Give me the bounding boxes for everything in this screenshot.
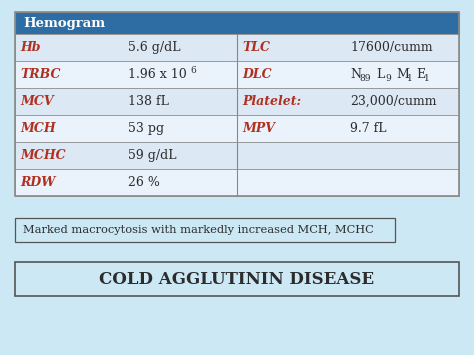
Text: TLC: TLC xyxy=(242,41,270,54)
Text: 89: 89 xyxy=(359,74,371,83)
Text: 53 pg: 53 pg xyxy=(128,122,164,135)
Bar xyxy=(15,12,459,34)
Text: 9.7 fL: 9.7 fL xyxy=(350,122,386,135)
Bar xyxy=(15,34,459,61)
Text: COLD AGGLUTININ DISEASE: COLD AGGLUTININ DISEASE xyxy=(100,271,374,288)
Text: Hemogram: Hemogram xyxy=(23,16,105,29)
Text: 26 %: 26 % xyxy=(128,176,160,189)
Text: 59 g/dL: 59 g/dL xyxy=(128,149,176,162)
Text: N: N xyxy=(350,68,361,81)
Text: 23,000/cumm: 23,000/cumm xyxy=(350,95,437,108)
Text: 1: 1 xyxy=(407,74,413,83)
Text: 6: 6 xyxy=(190,66,196,75)
Text: MCHC: MCHC xyxy=(20,149,65,162)
Bar xyxy=(15,169,459,196)
Text: 17600/cumm: 17600/cumm xyxy=(350,41,433,54)
Bar xyxy=(15,12,459,196)
Bar xyxy=(15,61,459,88)
Bar xyxy=(15,218,395,242)
Text: Marked macrocytosis with markedly increased MCH, MCHC: Marked macrocytosis with markedly increa… xyxy=(23,225,374,235)
Text: E: E xyxy=(413,68,426,81)
Text: 1.96 x 10: 1.96 x 10 xyxy=(128,68,187,81)
Text: DLC: DLC xyxy=(242,68,272,81)
Text: MPV: MPV xyxy=(242,122,275,135)
Bar xyxy=(15,142,459,169)
Bar xyxy=(15,88,459,115)
Bar xyxy=(15,262,459,296)
Text: L: L xyxy=(373,68,385,81)
Text: TRBC: TRBC xyxy=(20,68,61,81)
Text: 9: 9 xyxy=(385,74,391,83)
Text: Platelet:: Platelet: xyxy=(242,95,301,108)
Text: 138 fL: 138 fL xyxy=(128,95,169,108)
Text: Hb: Hb xyxy=(20,41,40,54)
Text: MCV: MCV xyxy=(20,95,54,108)
Text: MCH: MCH xyxy=(20,122,55,135)
Bar xyxy=(15,115,459,142)
Text: RDW: RDW xyxy=(20,176,55,189)
Text: 5.6 g/dL: 5.6 g/dL xyxy=(128,41,181,54)
Text: 1: 1 xyxy=(424,74,430,83)
Text: M: M xyxy=(393,68,410,81)
